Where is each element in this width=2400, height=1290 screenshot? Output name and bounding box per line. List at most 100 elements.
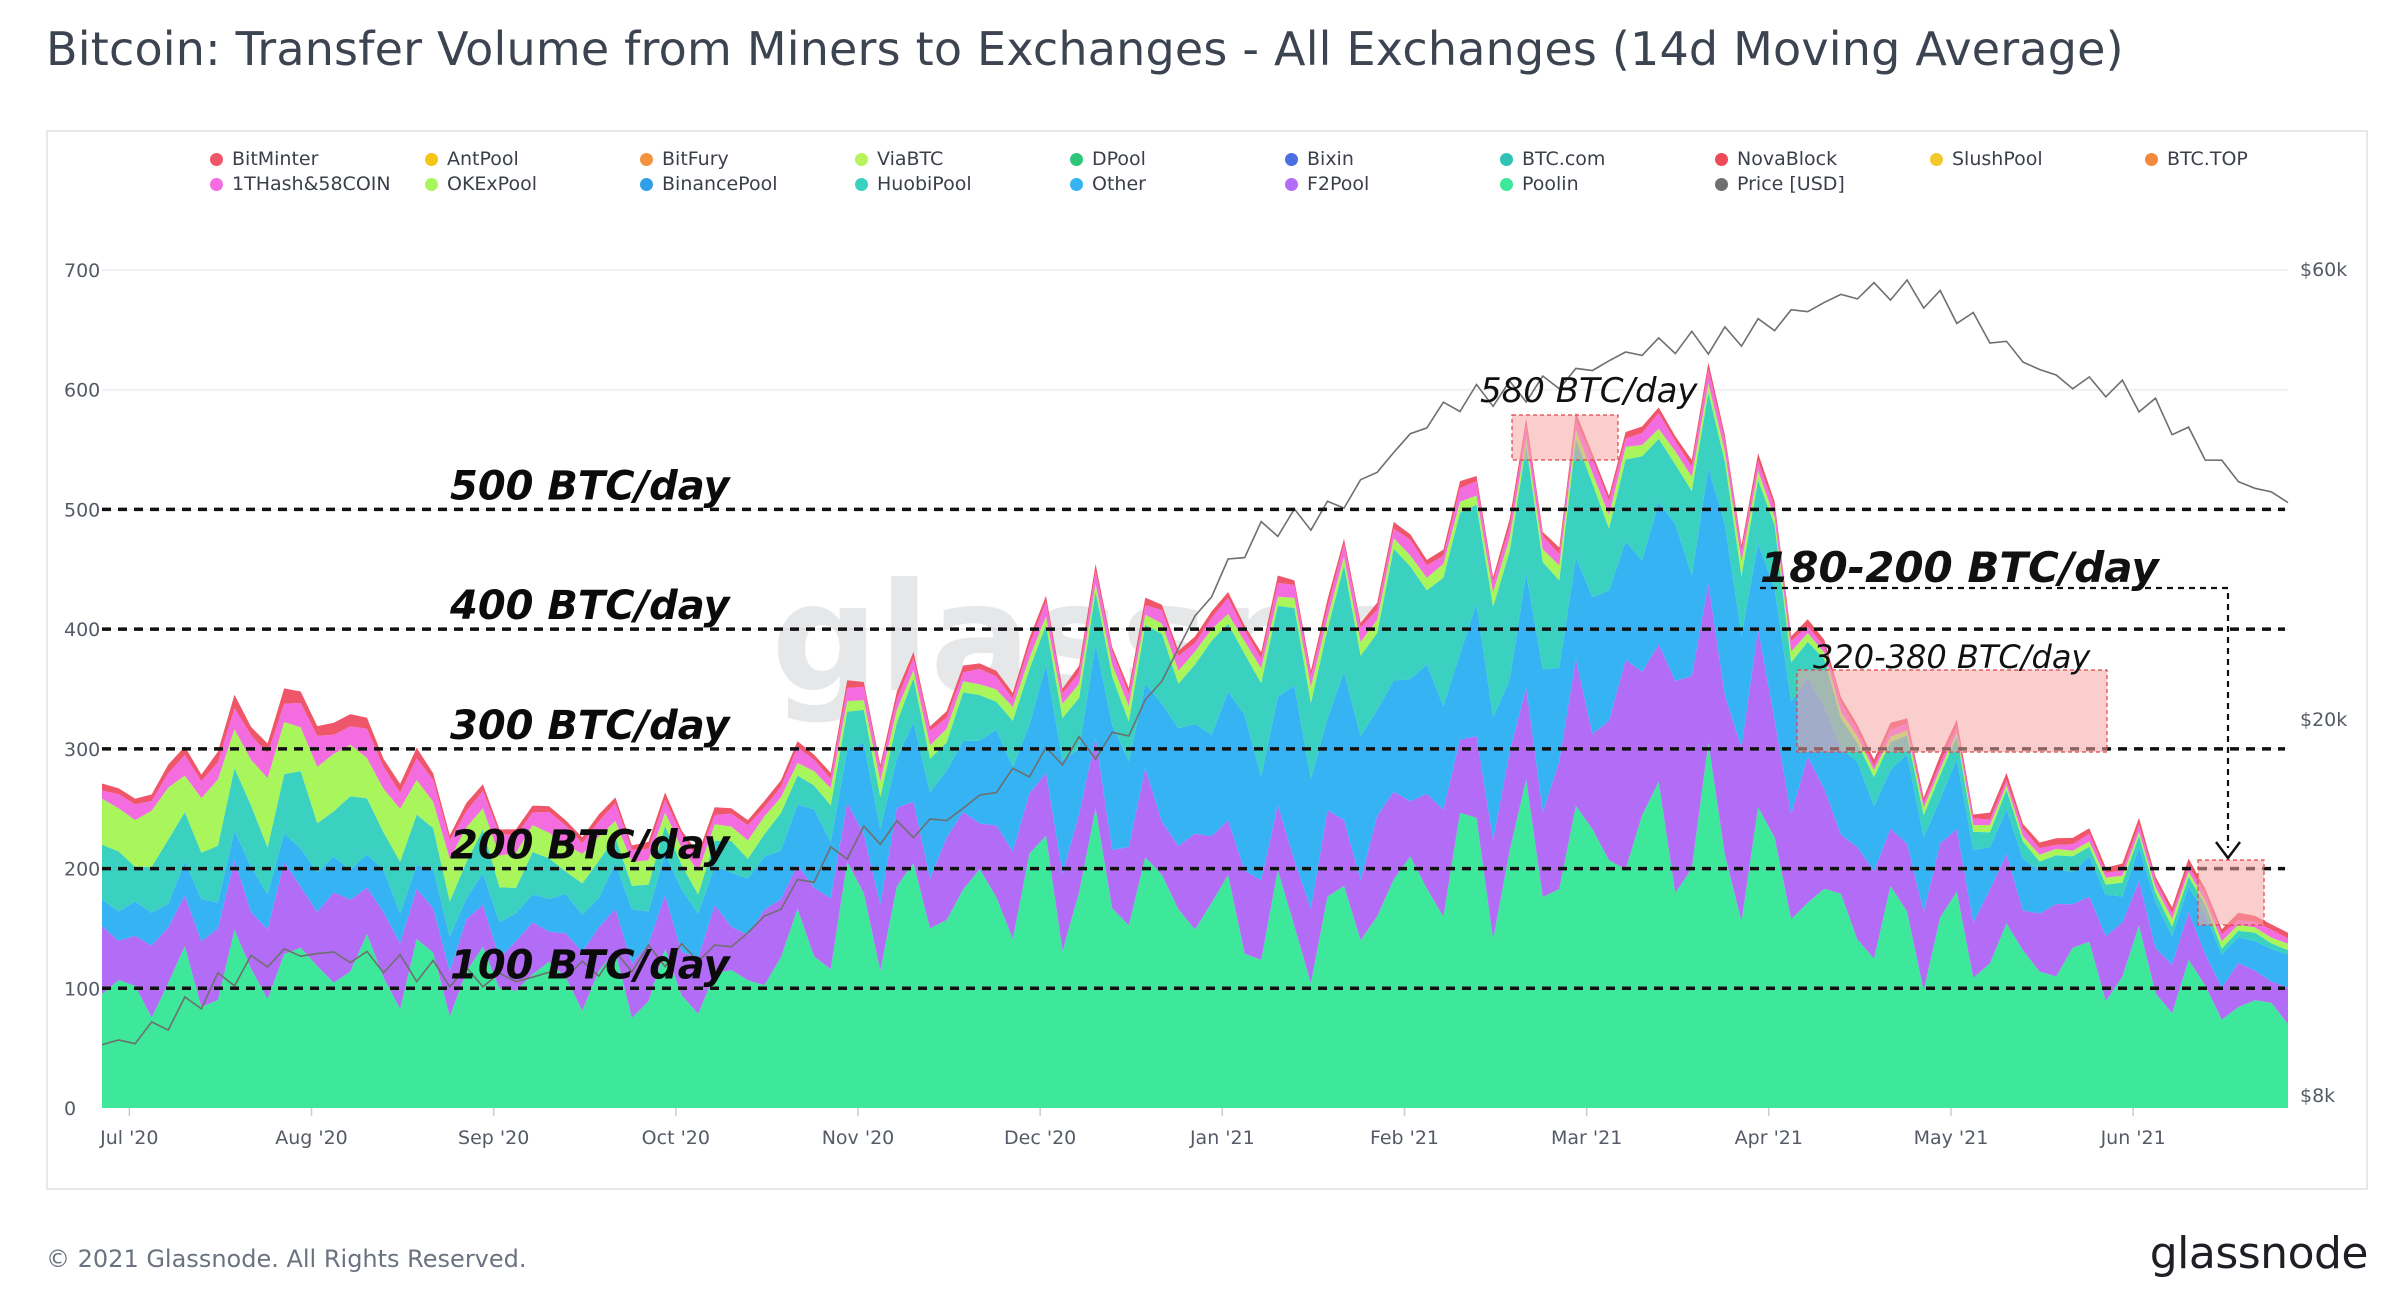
legend-label: Poolin bbox=[1522, 173, 1579, 195]
legend-label: BitMinter bbox=[232, 148, 319, 170]
annotations: 500 BTC/day 400 BTC/day 300 BTC/day 200 BTC… bbox=[449, 371, 2265, 988]
legend-label: SlushPool bbox=[1952, 148, 2043, 170]
legend-dot-icon bbox=[1715, 152, 1728, 166]
legend-item[interactable]: BTC.TOP bbox=[2145, 148, 2248, 170]
x-axis: Jul '20 Aug '20 Sep '20 Oct '20 Nov '20 Dec '… bbox=[99, 1108, 2166, 1149]
reference-label: 100 BTC/day bbox=[450, 942, 732, 988]
area-series[interactable] bbox=[102, 467, 2288, 988]
legend-dot-icon bbox=[210, 177, 223, 191]
annotation-pointer bbox=[1760, 586, 2230, 848]
legend-dot-icon bbox=[855, 152, 868, 166]
x-tick-label: Mar '21 bbox=[1551, 1127, 1622, 1149]
legend-dot-icon bbox=[1715, 177, 1728, 191]
legend-dot-icon bbox=[855, 177, 868, 191]
y2-tick-label: $8k bbox=[2300, 1085, 2335, 1107]
legend-label: BitFury bbox=[662, 148, 729, 170]
y-tick-label: 700 bbox=[64, 260, 100, 282]
legend-label: Other bbox=[1092, 173, 1146, 195]
y2-axis: $8k $20k $60k bbox=[2300, 259, 2347, 1107]
copyright: © 2021 Glassnode. All Rights Reserved. bbox=[46, 1245, 527, 1273]
legend-dot-icon bbox=[1500, 177, 1513, 191]
box-annotation-label: 320-380 BTC/day bbox=[1813, 638, 2091, 676]
legend-item[interactable]: Price [USD] bbox=[1715, 173, 1845, 195]
legend-label: 1THash&58COIN bbox=[232, 173, 391, 195]
y-tick-label: 600 bbox=[64, 380, 100, 402]
legend-dot-icon bbox=[1500, 152, 1513, 166]
x-tick-label: Jul '20 bbox=[99, 1127, 158, 1149]
reference-label: 300 BTC/day bbox=[450, 703, 732, 749]
x-tick-label: Jun '21 bbox=[2100, 1127, 2166, 1149]
legend-item[interactable]: AntPool bbox=[425, 148, 519, 170]
y2-tick-label: $20k bbox=[2300, 709, 2347, 731]
legend-label: HuobiPool bbox=[877, 173, 972, 195]
legend-item[interactable]: SlushPool bbox=[1930, 148, 2043, 170]
legend-label: F2Pool bbox=[1307, 173, 1370, 195]
legend-label: BTC.com bbox=[1522, 148, 1606, 170]
legend-dot-icon bbox=[640, 152, 653, 166]
legend-label: Bixin bbox=[1307, 148, 1354, 170]
legend-item[interactable]: BitMinter bbox=[210, 148, 318, 170]
legend-item[interactable]: DPool bbox=[1070, 148, 1146, 170]
legend-dot-icon bbox=[2145, 152, 2158, 166]
price-line bbox=[101, 278, 2289, 1046]
x-tick-label: Apr '21 bbox=[1735, 1127, 1803, 1149]
legend-label: BinancePool bbox=[662, 173, 778, 195]
legend-dot-icon bbox=[425, 152, 438, 166]
legend-item[interactable]: BinancePool bbox=[640, 173, 777, 195]
legend-dot-icon bbox=[1285, 152, 1298, 166]
y-axis: 0 100 200 300 400 500 600 700 bbox=[64, 260, 100, 1120]
x-tick-label: Feb '21 bbox=[1370, 1127, 1439, 1149]
legend-dot-icon bbox=[1070, 177, 1083, 191]
legend-item[interactable]: Poolin bbox=[1500, 173, 1579, 195]
area-series[interactable] bbox=[102, 742, 2288, 1108]
area-series[interactable] bbox=[102, 392, 2288, 955]
legend-label: BTC.TOP bbox=[2167, 148, 2248, 170]
chart-title: Bitcoin: Transfer Volume from Miners to … bbox=[46, 22, 2124, 76]
reference-label: 400 BTC/day bbox=[449, 583, 732, 629]
legend-label: DPool bbox=[1092, 148, 1146, 170]
y-tick-label: 200 bbox=[64, 859, 100, 881]
legend-item[interactable]: BTC.com bbox=[1500, 148, 1605, 170]
legend-label: Price [USD] bbox=[1737, 173, 1845, 195]
price-line[interactable] bbox=[101, 278, 2289, 1046]
legend-item[interactable]: 1THash&58COIN bbox=[210, 173, 391, 195]
y-tick-label: 400 bbox=[64, 619, 100, 641]
legend-item[interactable]: NovaBlock bbox=[1715, 148, 1837, 170]
y2-tick-label: $60k bbox=[2300, 259, 2347, 281]
reference-label: 200 BTC/day bbox=[450, 823, 732, 869]
x-tick-label: Jan '21 bbox=[1189, 1127, 1255, 1149]
y-tick-label: 0 bbox=[64, 1098, 76, 1120]
legend-dot-icon bbox=[1930, 152, 1943, 166]
x-tick-label: Nov '20 bbox=[822, 1127, 895, 1149]
legend-item[interactable]: Bixin bbox=[1285, 148, 1354, 170]
box-annotation-label: 180-200 BTC/day bbox=[1760, 543, 2160, 592]
legend-item[interactable]: OKExPool bbox=[425, 173, 537, 195]
stacked-areas bbox=[102, 362, 2288, 1108]
arrow-down-icon bbox=[2215, 841, 2241, 861]
legend-item[interactable]: HuobiPool bbox=[855, 173, 972, 195]
x-tick-label: Aug '20 bbox=[275, 1127, 348, 1149]
legend-dot-icon bbox=[210, 152, 223, 166]
legend-item[interactable]: Other bbox=[1070, 173, 1146, 195]
legend-label: NovaBlock bbox=[1737, 148, 1838, 170]
highlight-box bbox=[2197, 859, 2265, 926]
legend-item[interactable]: ViaBTC bbox=[855, 148, 943, 170]
y-tick-label: 100 bbox=[64, 978, 100, 1000]
brand-logo: glassnode bbox=[2149, 1228, 2369, 1279]
x-tick-label: Oct '20 bbox=[642, 1127, 710, 1149]
x-tick-label: May '21 bbox=[1914, 1127, 1989, 1149]
highlight-box bbox=[1511, 414, 1619, 461]
y-tick-label: 300 bbox=[64, 739, 100, 761]
reference-label: 500 BTC/day bbox=[450, 463, 732, 509]
legend-label: OKExPool bbox=[447, 173, 537, 195]
legend-label: ViaBTC bbox=[877, 148, 944, 170]
legend-item[interactable]: F2Pool bbox=[1285, 173, 1369, 195]
legend-dot-icon bbox=[1285, 177, 1298, 191]
x-tick-label: Dec '20 bbox=[1004, 1127, 1076, 1149]
x-tick-label: Sep '20 bbox=[458, 1127, 529, 1149]
legend-dot-icon bbox=[1070, 152, 1083, 166]
area-series[interactable] bbox=[102, 584, 2288, 1025]
box-annotation-label: 580 BTC/day bbox=[1480, 371, 1698, 411]
legend-item[interactable]: BitFury bbox=[640, 148, 729, 170]
